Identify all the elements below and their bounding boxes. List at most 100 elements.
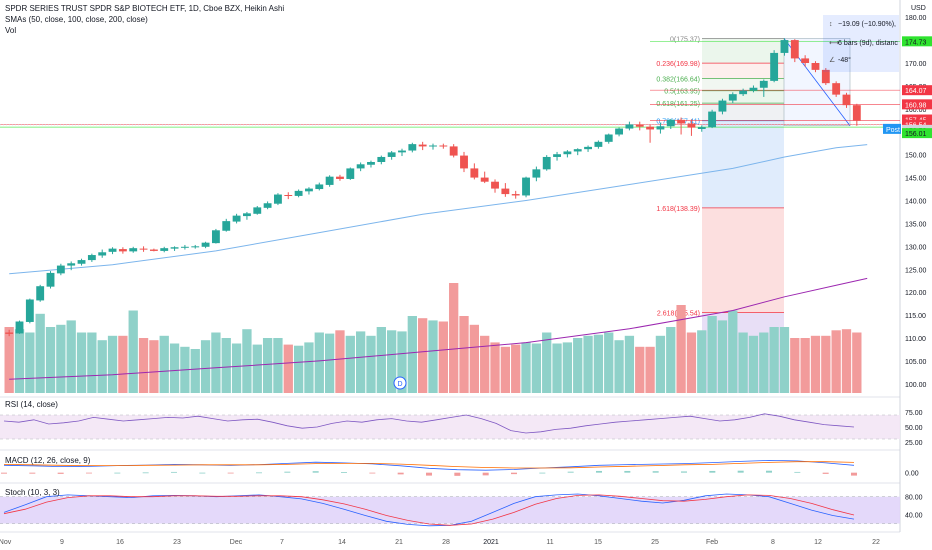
candle-body[interactable]: [263, 203, 272, 208]
candle-body[interactable]: [687, 123, 696, 128]
candle-body[interactable]: [367, 162, 375, 165]
candle-body[interactable]: [180, 246, 189, 248]
candle-body[interactable]: [429, 145, 437, 147]
candle-body[interactable]: [491, 181, 499, 189]
candle-body[interactable]: [336, 176, 344, 179]
rsi-line[interactable]: [3, 413, 855, 434]
candle-body[interactable]: [728, 94, 737, 101]
candle-body[interactable]: [170, 247, 179, 249]
candle-body[interactable]: [305, 188, 313, 192]
candle-body[interactable]: [532, 169, 541, 178]
candle-body[interactable]: [449, 146, 458, 156]
sma100-line[interactable]: [9, 277, 868, 380]
candle-body[interactable]: [325, 176, 334, 185]
candle-body[interactable]: [501, 188, 510, 195]
candle-body[interactable]: [718, 100, 727, 112]
candle-body[interactable]: [604, 134, 613, 142]
rsi-legend[interactable]: RSI (14, close): [5, 400, 58, 409]
candle-body[interactable]: [625, 124, 634, 129]
candle-body[interactable]: [149, 249, 158, 251]
candle-body[interactable]: [759, 80, 768, 88]
candle-body[interactable]: [294, 190, 303, 196]
candle-body[interactable]: [522, 177, 530, 196]
candle-body[interactable]: [594, 141, 603, 147]
candle-body[interactable]: [573, 149, 582, 152]
candle-body[interactable]: [284, 195, 293, 196]
candle-body[interactable]: [470, 168, 479, 178]
candle-body[interactable]: [77, 260, 86, 264]
candle-body[interactable]: [821, 69, 830, 84]
candle-body[interactable]: [439, 145, 448, 147]
macd-legend[interactable]: MACD (12, 26, close, 9): [5, 456, 91, 465]
candle-body[interactable]: [274, 194, 282, 204]
candle-body[interactable]: [398, 150, 406, 153]
candle-body[interactable]: [191, 246, 200, 248]
candle-body[interactable]: [677, 119, 686, 124]
candle-body[interactable]: [242, 213, 251, 217]
candle-body[interactable]: [315, 184, 324, 190]
candle-body[interactable]: [553, 154, 561, 157]
candle-body[interactable]: [563, 151, 572, 155]
candle-body[interactable]: [739, 90, 748, 95]
candle-body[interactable]: [511, 194, 520, 196]
candle-body[interactable]: [46, 272, 55, 287]
candle-body[interactable]: [356, 164, 365, 169]
candle-body[interactable]: [480, 177, 489, 182]
candle-body[interactable]: [56, 265, 65, 274]
candle-body[interactable]: [832, 83, 841, 95]
candle-body[interactable]: [801, 58, 810, 63]
candle-body[interactable]: [584, 146, 592, 150]
candle-body[interactable]: [118, 249, 127, 252]
candle-body[interactable]: [542, 156, 551, 170]
candle-body[interactable]: [646, 126, 655, 130]
candle-body[interactable]: [15, 321, 24, 334]
candle-body[interactable]: [36, 286, 45, 301]
candle-body[interactable]: [635, 124, 644, 127]
candle-body[interactable]: [460, 155, 468, 169]
candle-body[interactable]: [160, 248, 169, 251]
dividend-marker[interactable]: [393, 376, 407, 390]
candle-body[interactable]: [790, 40, 799, 59]
candle-body[interactable]: [129, 248, 138, 252]
candle-body[interactable]: [852, 105, 861, 121]
macd-signal-line[interactable]: [3, 461, 855, 469]
candle-body[interactable]: [253, 207, 262, 214]
candle-body[interactable]: [749, 87, 758, 91]
volume-legend[interactable]: Vol: [5, 26, 17, 35]
candle-body[interactable]: [98, 252, 107, 256]
candle-body[interactable]: [346, 168, 355, 179]
candle-body[interactable]: [67, 263, 76, 266]
candle-body[interactable]: [666, 119, 675, 127]
candle-body[interactable]: [108, 248, 117, 252]
sma50-line[interactable]: [9, 144, 868, 275]
candle-body[interactable]: [708, 111, 717, 128]
stoch-d-line[interactable]: [3, 494, 855, 526]
candle-body[interactable]: [25, 299, 34, 322]
candle-body[interactable]: [201, 242, 210, 247]
candle-body[interactable]: [697, 127, 706, 129]
candle-body[interactable]: [211, 230, 220, 244]
price-tick-label: 135.00: [905, 221, 927, 228]
candle-body[interactable]: [87, 255, 96, 261]
stoch-legend[interactable]: Stoch (10, 3, 3): [5, 488, 60, 497]
chart-title: SPDR SERIES TRUST SPDR S&P BIOTECH ETF, …: [5, 4, 285, 13]
candle-body[interactable]: [408, 144, 417, 151]
sma-legend[interactable]: SMAs (50, close, 100, close, 200, close): [5, 15, 148, 24]
candle-body[interactable]: [770, 52, 779, 81]
volume-bar: [490, 342, 500, 393]
candle-body[interactable]: [139, 248, 148, 250]
candle-body[interactable]: [377, 156, 386, 162]
candle-body[interactable]: [780, 40, 789, 53]
candle-body[interactable]: [842, 94, 851, 106]
candle-body[interactable]: [418, 144, 427, 147]
candle-body[interactable]: [232, 215, 241, 222]
candle-body[interactable]: [615, 128, 624, 135]
candle-body[interactable]: [222, 221, 231, 231]
candle-body[interactable]: [811, 63, 820, 70]
candle-body[interactable]: [5, 332, 14, 334]
volume-bar: [511, 344, 521, 393]
candle-body[interactable]: [656, 126, 665, 130]
macd-histogram-bar: [171, 471, 177, 473]
candle-body[interactable]: [387, 152, 396, 157]
